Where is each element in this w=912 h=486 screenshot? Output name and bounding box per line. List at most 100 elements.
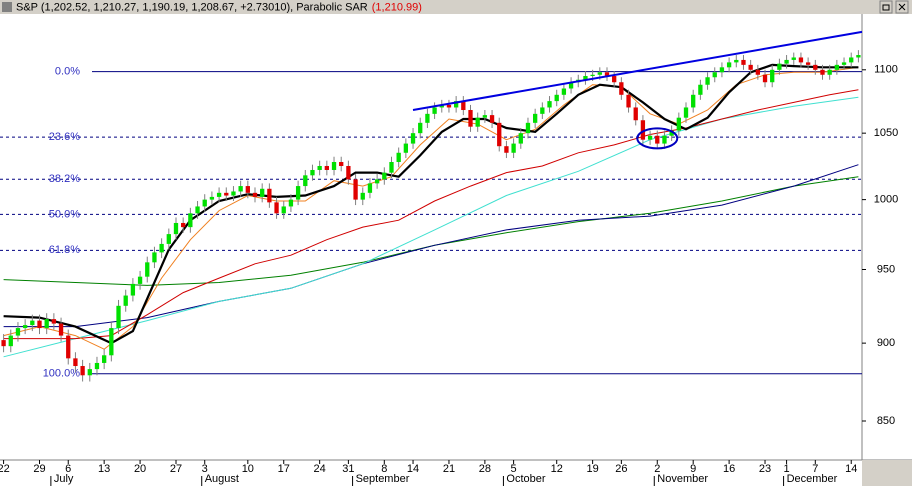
candle-body xyxy=(504,146,509,153)
indicator-line xyxy=(3,66,859,350)
candle-body xyxy=(741,59,746,65)
x-tick-label: 16 xyxy=(723,463,735,475)
chart-title: S&P (1,202.52, 1,210.27, 1,190.19, 1,208… xyxy=(16,1,368,13)
candle-body xyxy=(382,172,387,180)
x-tick-label: 26 xyxy=(615,463,627,475)
candle-body xyxy=(15,328,21,336)
candle-body xyxy=(231,191,236,196)
candle-body xyxy=(662,135,667,144)
candle-body xyxy=(367,183,373,193)
candle-body xyxy=(453,101,459,108)
candle-body xyxy=(841,62,847,65)
candle-body xyxy=(561,88,567,95)
candle-body xyxy=(475,117,480,127)
candle-body xyxy=(22,325,28,329)
candle-body xyxy=(784,59,789,64)
x-tick-label: 1 xyxy=(784,463,790,475)
candle-body xyxy=(791,57,796,60)
candle-body xyxy=(130,283,136,296)
candle-body xyxy=(590,74,595,77)
x-tick-label: 5 xyxy=(511,463,517,475)
candle-body xyxy=(676,117,681,131)
candle-body xyxy=(188,213,193,228)
x-tick-label: 31 xyxy=(342,463,354,475)
candle-body xyxy=(44,319,49,329)
candle-body xyxy=(683,107,689,118)
candle-body xyxy=(612,76,617,83)
candle-body xyxy=(166,234,171,244)
x-tick-label: 8 xyxy=(381,463,387,475)
trendline xyxy=(412,30,863,111)
candle-body xyxy=(691,94,696,108)
x-tick-label: 10 xyxy=(242,463,254,475)
candle-body xyxy=(403,143,409,153)
candle-body xyxy=(726,62,732,68)
candle-body xyxy=(626,94,631,108)
candle-body xyxy=(712,72,717,78)
candle-body xyxy=(310,169,315,176)
candle-body xyxy=(396,152,401,163)
candle-body xyxy=(410,133,416,144)
candle-body xyxy=(583,76,588,80)
candle-body xyxy=(339,162,344,166)
candle-body xyxy=(116,305,121,329)
candle-body xyxy=(813,64,818,70)
candle-body xyxy=(374,179,380,184)
candle-body xyxy=(195,206,200,214)
candle-body xyxy=(619,82,624,95)
x-tick-label: 28 xyxy=(479,463,491,475)
month-label: October xyxy=(506,473,545,485)
candle-body xyxy=(173,222,179,235)
candle-body xyxy=(295,186,301,200)
candle-body xyxy=(360,192,365,200)
candle-body xyxy=(202,199,207,207)
candle-body xyxy=(568,82,574,89)
restore-button[interactable] xyxy=(879,0,893,14)
candle-body xyxy=(1,340,6,347)
fib-level-label: 100.0% xyxy=(43,368,81,380)
candle-body xyxy=(770,69,775,83)
candle-body xyxy=(734,59,739,63)
candle-body xyxy=(468,110,473,127)
indicator-line xyxy=(3,89,859,340)
x-tick-label: 3 xyxy=(202,463,208,475)
candle-body xyxy=(209,196,215,200)
candle-body xyxy=(633,107,638,121)
fib-level-label: 38.2% xyxy=(49,173,80,185)
candle-body xyxy=(331,162,337,170)
candle-body xyxy=(145,262,150,277)
candle-body xyxy=(418,122,423,134)
x-tick-label: 29 xyxy=(33,463,45,475)
indicator-line xyxy=(3,63,859,345)
candle-body xyxy=(849,57,854,63)
candle-body xyxy=(8,335,13,347)
candle-body xyxy=(238,186,243,192)
title-bar xyxy=(0,0,912,14)
candle-body xyxy=(274,202,279,214)
y-tick-label: 950 xyxy=(877,263,895,275)
candle-body xyxy=(525,122,531,134)
candle-body xyxy=(87,369,92,376)
candle-body xyxy=(698,84,703,95)
corner-box xyxy=(862,460,912,486)
candle-body xyxy=(102,355,107,363)
candle-body xyxy=(425,113,430,123)
y-tick-label: 1100 xyxy=(874,64,898,76)
x-tick-label: 27 xyxy=(170,463,182,475)
candle-body xyxy=(267,188,272,203)
candle-body xyxy=(820,69,825,75)
candle-body xyxy=(73,358,78,367)
y-tick-label: 850 xyxy=(877,415,895,427)
y-tick-label: 900 xyxy=(877,337,895,349)
x-tick-label: 9 xyxy=(690,463,696,475)
candle-body xyxy=(94,362,100,370)
candle-body xyxy=(123,295,128,306)
month-label: December xyxy=(787,473,838,485)
candle-body xyxy=(159,243,164,253)
x-tick-label: 2 xyxy=(654,463,660,475)
candle-body xyxy=(834,64,840,70)
candle-body xyxy=(216,192,222,197)
x-tick-label: 14 xyxy=(845,463,857,475)
